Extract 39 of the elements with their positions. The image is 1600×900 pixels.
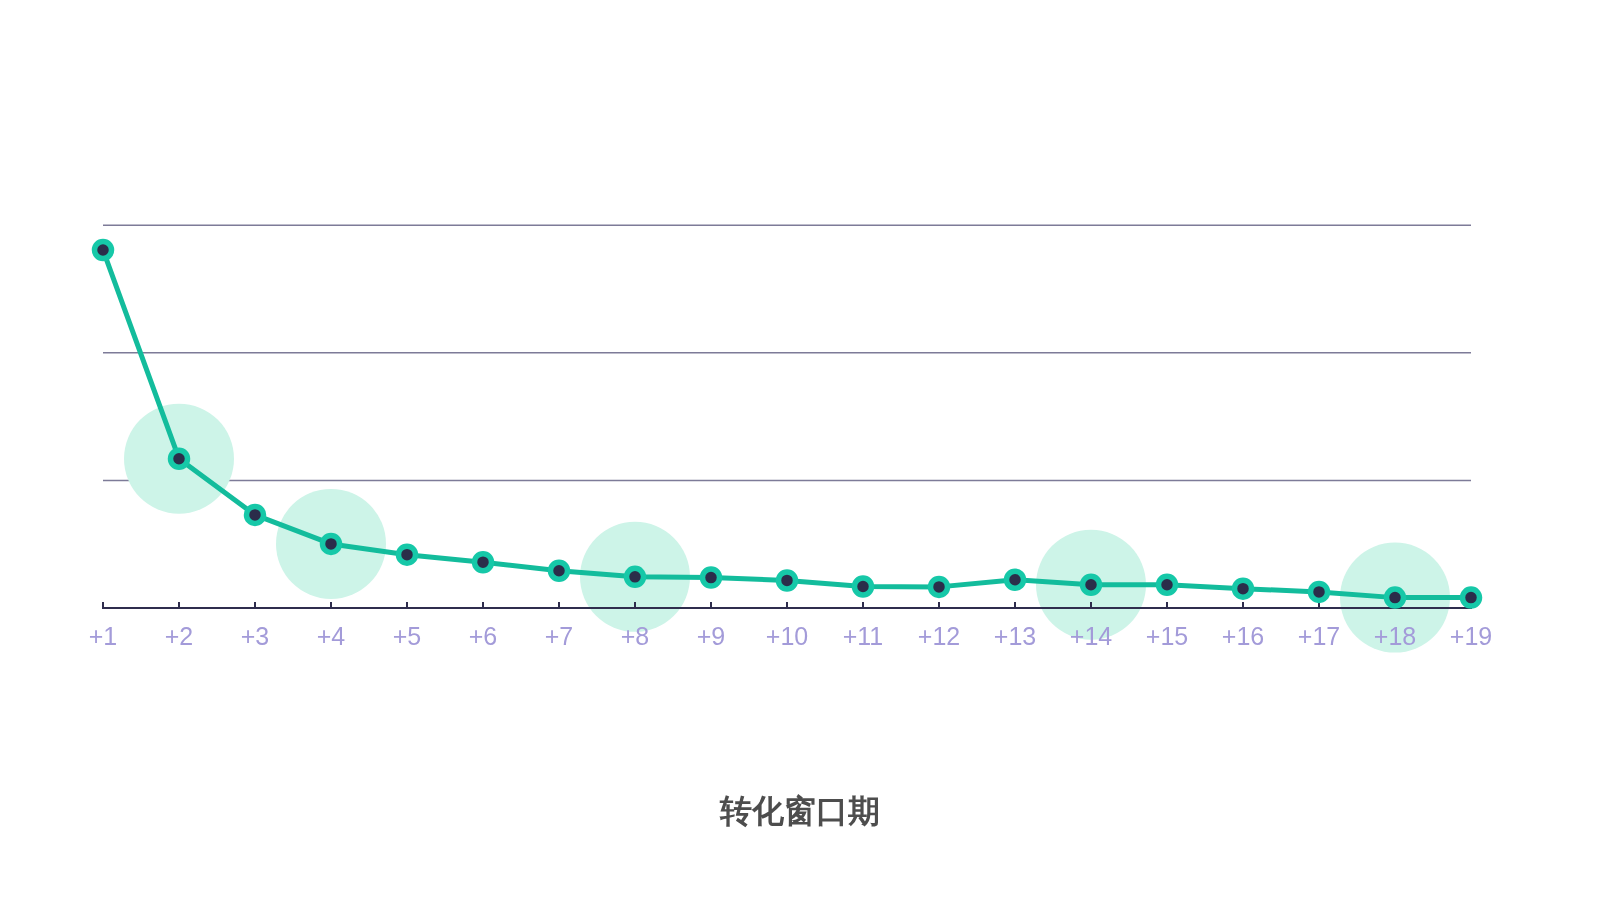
x-tick-label: +19 [1449,622,1493,650]
x-tick-label: +17 [1297,622,1341,650]
point [1155,573,1179,596]
x-tick-label: +9 [696,622,726,650]
point [1383,586,1407,609]
x-tick-label: +18 [1373,622,1417,650]
x-tick-label: +13 [993,622,1037,650]
point [91,238,115,262]
x-tick-label: +5 [392,622,422,650]
point [1079,573,1103,596]
x-tick-label: +1 [88,622,118,650]
x-tick-label: +8 [620,622,650,650]
point [1459,586,1483,609]
point [775,569,799,592]
point [1307,580,1331,604]
point [699,566,723,589]
x-tick-label: +11 [842,622,884,650]
x-tick-label: +14 [1069,622,1113,650]
x-tick-label: +10 [765,622,809,650]
x-tick-label: +4 [316,622,346,650]
point [927,575,951,599]
point [547,559,571,583]
x-tick-label: +12 [917,622,961,650]
point [243,503,267,527]
x-tick-label: +3 [240,622,270,650]
x-tick-label: +6 [468,622,498,650]
point [167,447,191,470]
point [319,532,343,556]
x-tick-label: +2 [164,622,194,650]
point [851,575,875,598]
point [1003,568,1027,591]
x-axis-title: 转化窗口期 [719,792,880,830]
x-tick-label: +7 [544,622,574,650]
x-tick-label: +15 [1145,622,1189,650]
point [623,565,647,589]
point [1231,577,1255,600]
point [395,543,419,566]
x-tick-label: +16 [1221,622,1265,650]
point [471,550,495,574]
